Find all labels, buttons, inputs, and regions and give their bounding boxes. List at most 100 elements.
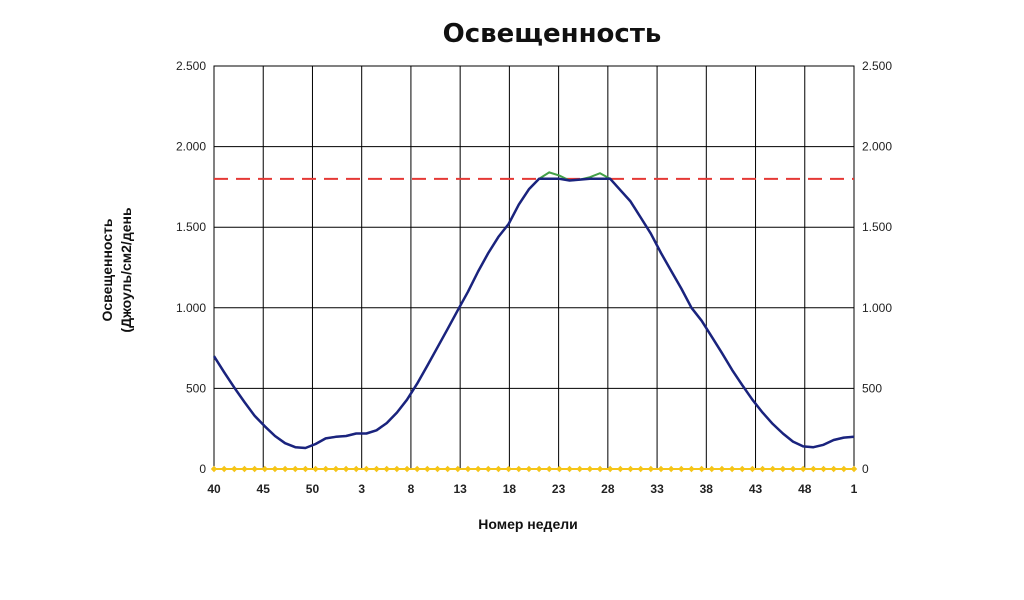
baseline-marker bbox=[728, 465, 736, 473]
baseline-marker bbox=[342, 465, 350, 473]
baseline-marker bbox=[322, 465, 329, 473]
y-axis-left-ticks: 0 500 1.000 1.500 2.000 2.500 bbox=[176, 59, 206, 476]
baseline-marker bbox=[830, 465, 837, 473]
baseline-marker bbox=[525, 465, 533, 473]
x-tick-label: 13 bbox=[453, 482, 467, 496]
baseline-marker bbox=[718, 465, 726, 473]
baseline-marker bbox=[220, 465, 228, 473]
baseline-marker bbox=[495, 465, 502, 473]
baseline-marker bbox=[312, 465, 319, 473]
baseline-marker bbox=[789, 465, 797, 473]
baseline-marker bbox=[647, 465, 655, 473]
baseline-marker bbox=[373, 465, 380, 473]
baseline-marker bbox=[566, 465, 573, 473]
baseline-marker bbox=[413, 465, 421, 473]
baseline-marker bbox=[434, 465, 441, 473]
baseline-marker bbox=[739, 465, 746, 473]
baseline-marker bbox=[627, 465, 634, 473]
baseline-marker bbox=[424, 465, 431, 473]
x-tick-label: 40 bbox=[207, 482, 221, 496]
baseline-marker bbox=[231, 465, 238, 473]
series-layer bbox=[210, 171, 858, 473]
baseline-marker bbox=[688, 465, 695, 473]
baseline-marker bbox=[210, 465, 218, 473]
baseline-marker bbox=[292, 465, 299, 473]
chart-grid bbox=[213, 65, 855, 470]
baseline-marker bbox=[271, 465, 279, 473]
baseline-marker bbox=[596, 465, 604, 473]
x-tick-label: 45 bbox=[257, 482, 271, 496]
x-axis-label: Номер недели bbox=[478, 516, 577, 532]
baseline-marker bbox=[261, 465, 268, 473]
x-tick-label: 28 bbox=[601, 482, 615, 496]
baseline-marker bbox=[474, 465, 482, 473]
series-main-line bbox=[212, 177, 855, 450]
baseline-marker bbox=[403, 465, 411, 473]
x-tick-label: 38 bbox=[700, 482, 714, 496]
x-tick-label: 3 bbox=[358, 482, 365, 496]
y-axis-label-line2: (Джоуль/см2/день bbox=[118, 207, 134, 333]
baseline-marker bbox=[667, 465, 675, 473]
baseline-marker bbox=[535, 465, 543, 473]
y-tick-label-left: 1.000 bbox=[176, 301, 206, 315]
y-tick-label-right: 0 bbox=[862, 462, 869, 476]
baseline-marker bbox=[393, 465, 401, 473]
baseline-marker bbox=[820, 465, 827, 473]
y-tick-label-left: 500 bbox=[186, 381, 206, 395]
baseline-marker bbox=[353, 465, 360, 473]
baseline-marker bbox=[617, 465, 624, 473]
baseline-marker bbox=[749, 465, 756, 473]
baseline-marker bbox=[678, 465, 685, 473]
baseline-marker bbox=[332, 465, 340, 473]
baseline-marker bbox=[769, 465, 776, 473]
baseline-marker bbox=[779, 465, 787, 473]
baseline-marker bbox=[698, 465, 705, 473]
y-tick-label-right: 2.500 bbox=[862, 59, 892, 73]
x-tick-label: 18 bbox=[503, 482, 517, 496]
x-tick-label: 8 bbox=[408, 482, 415, 496]
baseline-marker bbox=[637, 465, 644, 473]
baseline-marker bbox=[464, 465, 472, 473]
baseline-marker bbox=[363, 465, 370, 473]
baseline-marker bbox=[281, 465, 289, 473]
baseline-marker bbox=[546, 465, 553, 473]
x-tick-label: 23 bbox=[552, 482, 566, 496]
baseline-marker bbox=[759, 465, 766, 473]
y-tick-label-left: 2.500 bbox=[176, 59, 206, 73]
baseline-marker bbox=[840, 465, 848, 473]
baseline-marker bbox=[810, 465, 817, 473]
baseline-marker bbox=[576, 465, 583, 473]
baseline-marker bbox=[800, 465, 807, 473]
baseline-marker bbox=[383, 465, 390, 473]
x-tick-label: 48 bbox=[798, 482, 812, 496]
baseline-marker bbox=[850, 465, 858, 473]
baseline-marker bbox=[444, 465, 451, 473]
baseline-marker bbox=[485, 465, 492, 473]
baseline-marker bbox=[302, 465, 309, 473]
y-tick-label-right: 1.500 bbox=[862, 220, 892, 234]
baseline-marker bbox=[586, 465, 594, 473]
y-axis-right-ticks: 0 500 1.000 1.500 2.000 2.500 bbox=[862, 59, 892, 476]
y-tick-label-left: 1.500 bbox=[176, 220, 206, 234]
x-axis-ticks: 40 45 50 3 8 13 18 23 28 33 38 43 48 1 bbox=[207, 482, 857, 496]
baseline-marker bbox=[515, 465, 522, 473]
x-tick-label: 1 bbox=[851, 482, 858, 496]
baseline-marker bbox=[657, 465, 665, 473]
baseline-marker bbox=[606, 465, 614, 473]
baseline-marker bbox=[556, 465, 563, 473]
y-tick-label-left: 2.000 bbox=[176, 140, 206, 154]
x-tick-label: 33 bbox=[650, 482, 664, 496]
y-tick-label-right: 500 bbox=[862, 381, 882, 395]
baseline-marker bbox=[241, 465, 248, 473]
baseline-marker bbox=[505, 465, 512, 473]
baseline-marker bbox=[454, 465, 462, 473]
baseline-marker bbox=[251, 465, 258, 473]
x-tick-label: 50 bbox=[306, 482, 320, 496]
y-tick-label-left: 0 bbox=[199, 462, 206, 476]
x-tick-label: 43 bbox=[749, 482, 763, 496]
y-tick-label-right: 1.000 bbox=[862, 301, 892, 315]
baseline-marker bbox=[708, 465, 715, 473]
chart-title: Освещенность bbox=[443, 19, 662, 49]
y-axis-label-line1: Освещенность bbox=[99, 218, 115, 321]
